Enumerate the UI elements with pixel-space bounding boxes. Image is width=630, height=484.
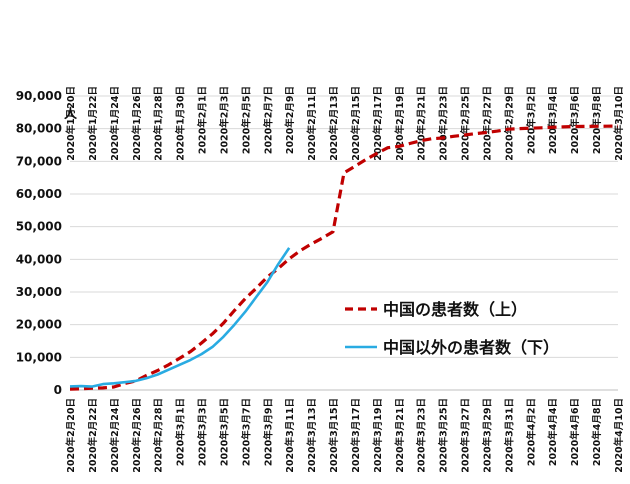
x-tick-label-top: 2020年3月2日: [525, 86, 537, 154]
x-tick-label-top: 2020年2月29日: [503, 86, 515, 161]
y-tick-label: 50,000: [16, 220, 62, 234]
x-tick-label-bottom: 2020年3月15日: [328, 398, 340, 473]
x-tick-label-top: 2020年2月11日: [306, 86, 318, 161]
x-tick-label-bottom: 2020年4月2日: [525, 398, 537, 466]
x-tick-label-top: 2020年2月1日: [197, 86, 209, 154]
x-tick-label-bottom: 2020年4月8日: [591, 398, 603, 466]
x-tick-label-bottom: 2020年3月11日: [284, 398, 296, 473]
axes: 0 10,000 20,000 30,000 40,000 50,000 60,000 70,…: [16, 86, 625, 473]
x-tick-label-top: 2020年3月6日: [569, 86, 581, 154]
x-tick-label-bottom: 2020年3月29日: [481, 398, 493, 473]
y-tick-label: 80,000: [16, 122, 62, 136]
y-tick-label: 20,000: [16, 318, 62, 332]
x-tick-label-top: 2020年2月25日: [460, 86, 472, 161]
x-tick-label-top: 2020年1月28日: [153, 86, 165, 161]
x-tick-label-top: 2020年1月22日: [87, 86, 99, 161]
x-tick-label-bottom: 2020年3月1日: [175, 398, 187, 466]
x-tick-label-top: 2020年2月13日: [328, 86, 340, 161]
x-tick-label-bottom: 2020年3月3日: [197, 398, 209, 466]
x-tick-label-bottom: 2020年2月28日: [153, 398, 165, 473]
x-tick-label-top: 2020年2月5日: [240, 86, 252, 154]
x-tick-label-bottom: 2020年2月26日: [131, 398, 143, 473]
x-tick-label-bottom: 2020年3月21日: [394, 398, 406, 473]
series-line-outside-china: [69, 247, 291, 388]
x-tick-label-top: 2020年2月19日: [394, 86, 406, 161]
x-tick-label-bottom: 2020年2月20日: [65, 398, 77, 473]
series-line-china: [69, 124, 619, 391]
x-tick-label-bottom: 2020年3月5日: [218, 398, 230, 466]
x-tick-label-bottom: 2020年4月10日: [613, 398, 625, 473]
y-tick-label: 10,000: [16, 350, 62, 364]
x-tick-label-top: 2020年3月4日: [547, 86, 559, 154]
x-tick-label-top: 2020年2月3日: [218, 86, 230, 154]
x-tick-label-bottom: 2020年3月23日: [416, 398, 428, 473]
x-tick-label-bottom: 2020年3月19日: [372, 398, 384, 473]
x-tick-label-top: 2020年1月26日: [131, 86, 143, 161]
y-tick-label: 60,000: [16, 187, 62, 201]
x-tick-label-top: 2020年1月20日: [65, 86, 77, 161]
x-tick-label-top: 2020年2月21日: [416, 86, 428, 161]
x-tick-label-top: 2020年1月30日: [175, 86, 187, 161]
x-tick-label-bottom: 2020年4月4日: [547, 398, 559, 466]
x-tick-label-top: 2020年2月9日: [284, 86, 296, 154]
y-tick-label: 40,000: [16, 252, 62, 266]
y-axis-unit: 人: [64, 106, 78, 122]
x-tick-label-bottom: 2020年3月9日: [262, 398, 274, 466]
x-tick-label-bottom: 2020年2月24日: [109, 398, 121, 473]
x-tick-label-top: 2020年2月23日: [438, 86, 450, 161]
x-tick-label-top: 2020年3月10日: [613, 86, 625, 161]
x-tick-label-bottom: 2020年3月31日: [503, 398, 515, 473]
legend-label: 中国の患者数（上）: [383, 300, 527, 319]
legend-label: 中国以外の患者数（下）: [383, 338, 559, 357]
series-lines: [69, 124, 619, 391]
x-tick-label-bottom: 2020年3月27日: [460, 398, 472, 473]
x-tick-label-top: 2020年2月27日: [481, 86, 493, 161]
x-tick-label-top: 2020年2月17日: [372, 86, 384, 161]
x-tick-label-top: 2020年2月7日: [262, 86, 274, 154]
x-tick-label-top: 2020年1月24日: [109, 86, 121, 161]
x-tick-label-bottom: 2020年3月25日: [438, 398, 450, 473]
x-tick-label-top: 2020年3月8日: [591, 86, 603, 154]
x-tick-label-bottom: 2020年2月22日: [87, 398, 99, 473]
legend: 中国の患者数（上） 中国以外の患者数（下）: [345, 300, 559, 357]
gridlines: [70, 95, 618, 391]
y-tick-label: 90,000: [16, 89, 62, 103]
x-tick-label-bottom: 2020年3月13日: [306, 398, 318, 473]
x-tick-label-top: 2020年2月15日: [350, 86, 362, 161]
x-tick-label-bottom: 2020年3月7日: [240, 398, 252, 466]
y-tick-label: 30,000: [16, 285, 62, 299]
y-tick-label: 0: [54, 383, 62, 397]
x-tick-label-bottom: 2020年4月6日: [569, 398, 581, 466]
y-tick-label: 70,000: [16, 154, 62, 168]
x-tick-label-bottom: 2020年3月17日: [350, 398, 362, 473]
